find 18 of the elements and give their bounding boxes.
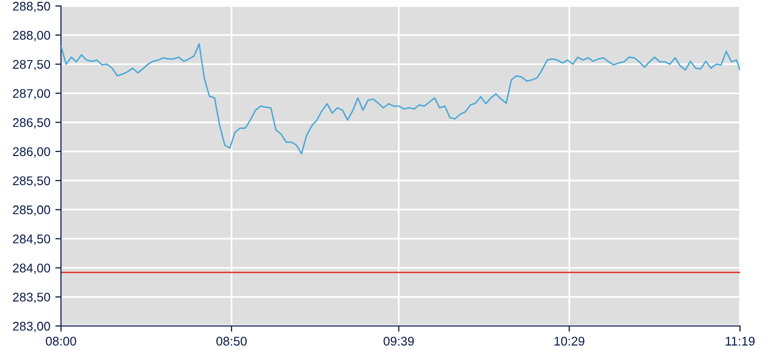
- y-tick-label: 285,00: [12, 205, 50, 216]
- x-tick-label: 08:50: [216, 336, 247, 346]
- y-tick-label: 287,50: [12, 60, 50, 70]
- y-tick-label: 286,50: [12, 118, 50, 128]
- y-tick-label: 284,00: [12, 264, 50, 274]
- line-series: [61, 43, 740, 154]
- x-tick-label: 08:00: [46, 336, 76, 346]
- y-tick-label: 288,50: [12, 2, 50, 12]
- y-tick-label: 286,00: [12, 147, 50, 158]
- x-tick-label: 11:19: [726, 336, 755, 346]
- x-tick-label: 09:39: [384, 336, 414, 346]
- x-tick-label: 10:29: [554, 336, 584, 346]
- y-tick-label: 283,50: [12, 292, 50, 304]
- y-tick-label: 285,50: [12, 176, 50, 187]
- y-tick-label: 283,00: [12, 322, 50, 332]
- y-tick-label: 284,50: [12, 234, 50, 245]
- y-tick-label: 287,00: [12, 89, 50, 100]
- y-tick-label: 288,00: [12, 30, 50, 42]
